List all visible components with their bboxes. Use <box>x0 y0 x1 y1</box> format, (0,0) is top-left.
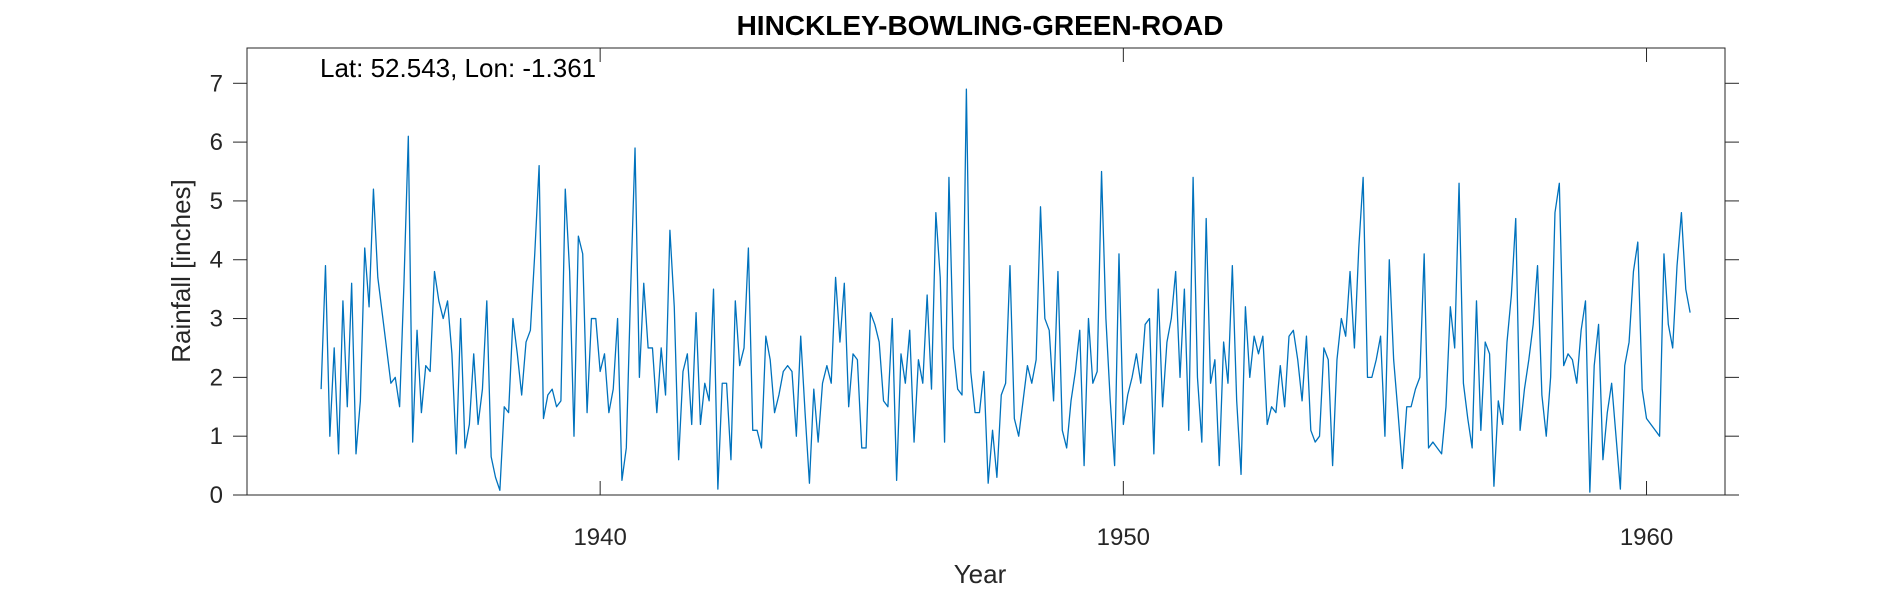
y-tick-label: 5 <box>210 188 223 215</box>
y-tick-label: 7 <box>210 70 223 97</box>
rainfall-series-line <box>320 88 1691 493</box>
x-tick-label: 1960 <box>1620 524 1673 551</box>
x-axis: 1940 1950 1960 <box>573 48 1673 551</box>
plot-area-frame <box>246 47 1726 496</box>
x-tick-label: 1940 <box>573 524 626 551</box>
y-tick-label: 2 <box>210 364 223 391</box>
y-axis: 0 1 2 3 4 5 6 7 <box>210 70 1739 509</box>
y-tick-label: 1 <box>210 423 223 450</box>
x-axis-label: Year <box>954 559 1007 589</box>
y-axis-label: Rainfall [inches] <box>166 179 196 363</box>
y-tick-label: 0 <box>210 482 223 509</box>
y-tick-label: 6 <box>210 129 223 156</box>
y-tick-label: 4 <box>210 247 223 274</box>
chart-title: HINCKLEY-BOWLING-GREEN-ROAD <box>737 10 1224 41</box>
y-tick-label: 3 <box>210 306 223 333</box>
x-tick-label: 1950 <box>1097 524 1150 551</box>
location-annotation: Lat: 52.543, Lon: -1.361 <box>320 53 596 83</box>
